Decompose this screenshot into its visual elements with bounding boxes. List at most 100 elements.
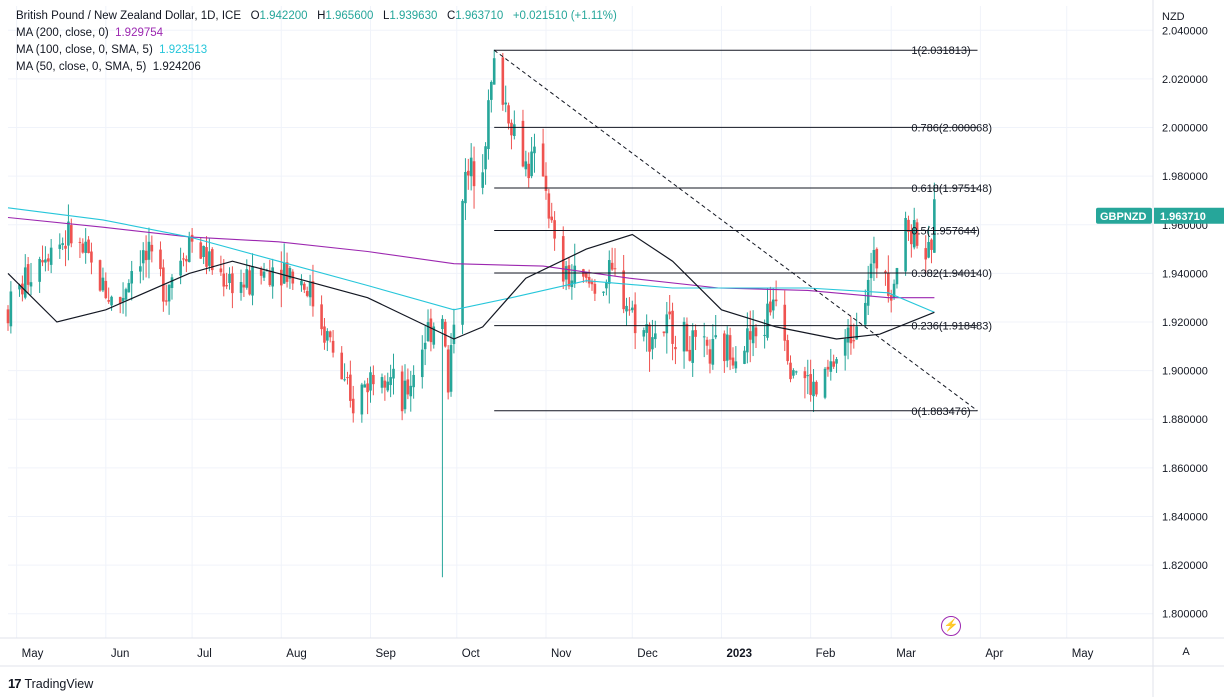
candle-body <box>127 283 131 293</box>
x-tick-label: Nov <box>551 648 572 660</box>
x-tick-label: May <box>22 648 44 660</box>
candle-body <box>170 277 174 289</box>
close-label: C <box>446 10 456 22</box>
candle-body <box>199 242 203 259</box>
candle-body <box>147 241 151 260</box>
candle-body <box>541 143 545 177</box>
symbol-badge <box>1096 207 1152 224</box>
candle-body <box>823 368 827 398</box>
candle-body <box>150 244 154 252</box>
candle-body <box>688 349 692 361</box>
candle-body <box>363 384 367 388</box>
candle-body <box>280 269 283 286</box>
candle-body <box>872 249 876 264</box>
x-tick-label: Oct <box>462 648 481 660</box>
candle-body <box>605 282 608 289</box>
brand-footer[interactable]: 17 TradingView <box>8 676 93 691</box>
candle-body <box>487 100 490 150</box>
candle-body <box>628 309 631 311</box>
ma100-label: MA (100, close, 0, SMA, 5) <box>16 44 153 56</box>
candle-body <box>924 248 928 260</box>
indicator-ma100[interactable]: MA (100, close, 0, SMA, 5) 1.923513 <box>16 42 617 59</box>
candle-body <box>210 249 214 271</box>
candle-body <box>743 350 746 364</box>
candle-body <box>432 326 436 345</box>
candle-body <box>892 283 896 298</box>
candle-body <box>674 347 677 350</box>
candle-body <box>426 322 430 342</box>
candle-body <box>846 327 850 343</box>
candle-body <box>685 323 689 352</box>
candle-body <box>340 352 344 380</box>
indicator-ma200[interactable]: MA (200, close, 0) 1.929754 <box>16 25 617 42</box>
candle-body <box>927 241 930 258</box>
candle-body <box>164 300 168 302</box>
y-tick-label: 2.020000 <box>1162 74 1208 86</box>
candle-body <box>714 335 718 338</box>
candle-body <box>587 276 591 284</box>
candle-body <box>242 284 246 288</box>
candle-body <box>268 270 272 286</box>
candle-body <box>665 314 669 334</box>
candle-body <box>803 371 807 379</box>
currency-label: NZD <box>1162 11 1185 23</box>
x-tick-label: Jun <box>111 648 130 660</box>
candle-body <box>38 259 41 282</box>
candle-body <box>835 359 838 364</box>
candle-body <box>544 175 548 191</box>
ma100-value: 1.923513 <box>159 44 208 56</box>
candle-body <box>351 398 355 414</box>
candle-body <box>648 324 651 352</box>
candle-body <box>81 243 85 253</box>
candle-body <box>420 349 424 378</box>
candle-body <box>300 280 303 286</box>
candle-body <box>613 268 617 270</box>
x-tick-label: Feb <box>816 648 836 660</box>
candle-body <box>303 283 306 290</box>
candle-body <box>748 331 752 340</box>
candle-body <box>492 58 496 85</box>
flash-icon[interactable]: ⚡ <box>941 616 961 636</box>
candle-body <box>527 163 531 179</box>
chart-legend: British Pound / New Zealand Dollar, 1D, … <box>16 8 617 76</box>
candle-body <box>843 339 847 356</box>
candle-body <box>429 318 433 343</box>
candle-body <box>326 331 329 341</box>
candle-body <box>239 282 243 293</box>
candle-body <box>406 379 410 395</box>
candle-body <box>734 361 738 369</box>
candle-body <box>507 105 510 124</box>
candle-body <box>187 236 191 263</box>
candle-body <box>380 377 384 388</box>
candle-body <box>107 300 110 302</box>
candle-body <box>855 326 858 340</box>
symbol-title[interactable]: British Pound / New Zealand Dollar, 1D, … <box>16 10 241 22</box>
candle-body <box>231 273 234 294</box>
candle-body <box>869 263 873 279</box>
x-tick-label: Aug <box>286 648 306 660</box>
candle-body <box>6 309 10 324</box>
candle-body <box>346 377 349 379</box>
candle-body <box>725 334 729 361</box>
candle-body <box>90 251 93 263</box>
fib-level-label: 0.5(1.957644) <box>911 225 980 237</box>
candle-body <box>282 263 286 284</box>
indicator-ma50[interactable]: MA (50, close, 0, SMA, 5) 1.924206 <box>16 59 617 76</box>
candle-body <box>815 381 818 395</box>
candle-body <box>360 384 364 415</box>
y-tick-label: 1.900000 <box>1162 366 1208 378</box>
candle-body <box>550 216 554 221</box>
candle-body <box>383 380 387 388</box>
ma50-label: MA (50, close, 0, SMA, 5) <box>16 61 147 73</box>
y-tick-label: 1.880000 <box>1162 414 1208 426</box>
candle-body <box>446 349 450 393</box>
ma200-value: 1.929754 <box>115 27 164 39</box>
candle-body <box>504 102 508 105</box>
candle-body <box>521 120 525 167</box>
candle-body <box>121 297 125 302</box>
auto-scale-button[interactable]: A <box>1182 646 1190 658</box>
symbol-badge-text: GBPNZD <box>1100 211 1147 223</box>
candle-body <box>271 267 274 287</box>
